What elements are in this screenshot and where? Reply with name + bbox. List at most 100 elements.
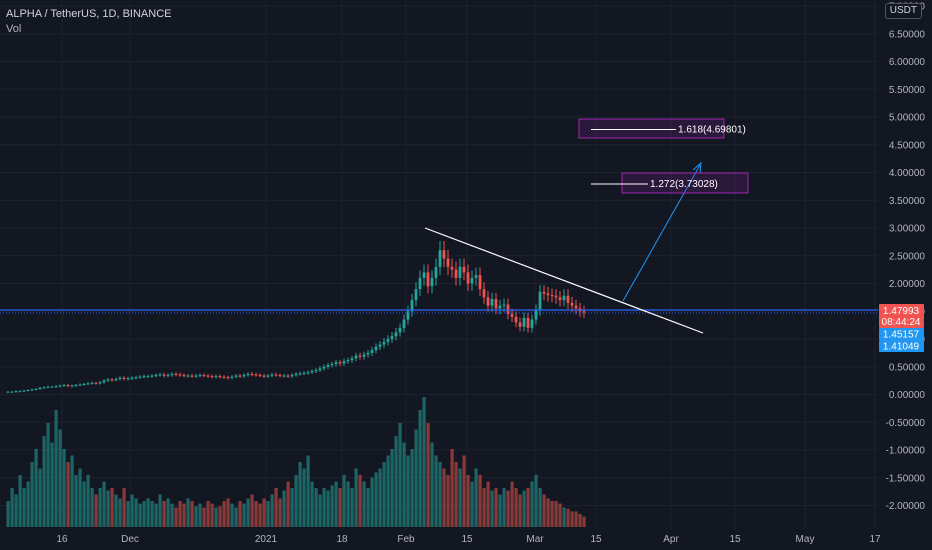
volume-bar (326, 490, 330, 527)
volume-bar (410, 449, 414, 527)
candle-body (566, 295, 570, 303)
candle-body (406, 311, 410, 320)
candle-body (338, 362, 342, 364)
candle-body (86, 383, 90, 385)
candle-body (526, 317, 530, 328)
candle-body (174, 373, 178, 375)
candle-body (18, 391, 22, 393)
volume-bar (358, 475, 362, 527)
candle-body (182, 375, 186, 377)
volume-bar (214, 507, 218, 527)
candle-body (486, 297, 490, 306)
candle-body (58, 385, 62, 387)
candle-body (430, 277, 434, 287)
volume-bar (546, 498, 550, 527)
candle-body (278, 375, 282, 377)
price-tick-label: 6.50000 (889, 29, 926, 40)
time-tick-label: 17 (869, 534, 881, 545)
volume-bar (98, 488, 102, 527)
candle-body (550, 295, 554, 297)
candle-body (270, 374, 274, 376)
candle-body (126, 378, 130, 380)
candle-body (582, 311, 586, 313)
volume-bar (270, 494, 274, 527)
volume-label: Vol (6, 23, 22, 35)
volume-bar (346, 481, 350, 527)
candle-body (390, 336, 394, 339)
volume-bar (90, 488, 94, 527)
volume-bar (258, 503, 262, 527)
volume-bar (174, 507, 178, 527)
projection-arrow-line (622, 164, 701, 302)
candle-body (450, 266, 454, 270)
volume-bar (186, 498, 190, 527)
volume-bar (66, 462, 70, 527)
candlesticks[interactable] (6, 240, 586, 393)
volume-bar (458, 468, 462, 527)
candle-body (398, 327, 402, 333)
volume-bar (166, 498, 170, 527)
candle-body (266, 375, 270, 377)
candle-body (302, 372, 306, 374)
volume-bar (190, 501, 194, 527)
candle-body (102, 380, 106, 383)
volume-bar (118, 498, 122, 527)
volume-bar (242, 503, 246, 527)
candle-body (202, 375, 206, 377)
candle-body (110, 379, 114, 381)
volume-bar (246, 498, 250, 527)
candle-body (318, 368, 322, 371)
price-tick-label: 3.00000 (889, 224, 926, 235)
candle-body (230, 376, 234, 378)
candle-body (118, 377, 122, 379)
candle-body (62, 385, 66, 387)
volume-bar (402, 442, 406, 527)
drawings[interactable]: 1.618(4.69801) 1.272(3.73028) (0, 118, 878, 334)
candle-body (74, 385, 78, 387)
candle-body (30, 389, 34, 391)
candle-body (466, 272, 470, 284)
volume-bar (34, 449, 38, 527)
volume-bar (506, 490, 510, 527)
candle-body (250, 373, 254, 375)
candle-body (82, 383, 86, 385)
volume-bar (158, 494, 162, 527)
volume-bar (230, 503, 234, 527)
volume-bar (562, 507, 566, 527)
fib-level-box (578, 118, 725, 139)
volume-bar (494, 488, 498, 527)
time-tick-label: Mar (526, 534, 544, 545)
volume-bar (182, 503, 186, 527)
volume-bar (102, 481, 106, 527)
volume-bar (394, 436, 398, 527)
candle-body (194, 375, 198, 377)
time-tick-label: Apr (663, 534, 679, 545)
candle-body (498, 305, 502, 309)
candle-body (458, 266, 462, 278)
candle-body (426, 272, 430, 287)
candle-body (130, 377, 134, 379)
candle-body (190, 375, 194, 377)
volume-bar (238, 501, 242, 527)
price-tag-2-value: 1.41049 (883, 342, 920, 353)
price-tick-label: -0.50000 (886, 418, 926, 429)
candle-body (350, 358, 354, 361)
axes: 7.000006.500006.000005.500005.000004.500… (56, 2, 925, 546)
candle-body (290, 375, 294, 377)
volume-bar (42, 436, 46, 527)
volume-bar (478, 475, 482, 527)
candle-body (510, 314, 514, 317)
candle-body (558, 297, 562, 301)
candle-body (114, 378, 118, 381)
candle-body (554, 295, 558, 298)
candle-body (186, 375, 190, 377)
volume-bar (6, 501, 10, 527)
candle-body (22, 390, 26, 392)
time-tick-label: 16 (56, 534, 68, 545)
candle-body (366, 352, 370, 355)
volume-bar (150, 501, 154, 527)
currency-button[interactable]: USDT (884, 3, 922, 19)
volume-bar (62, 449, 66, 527)
